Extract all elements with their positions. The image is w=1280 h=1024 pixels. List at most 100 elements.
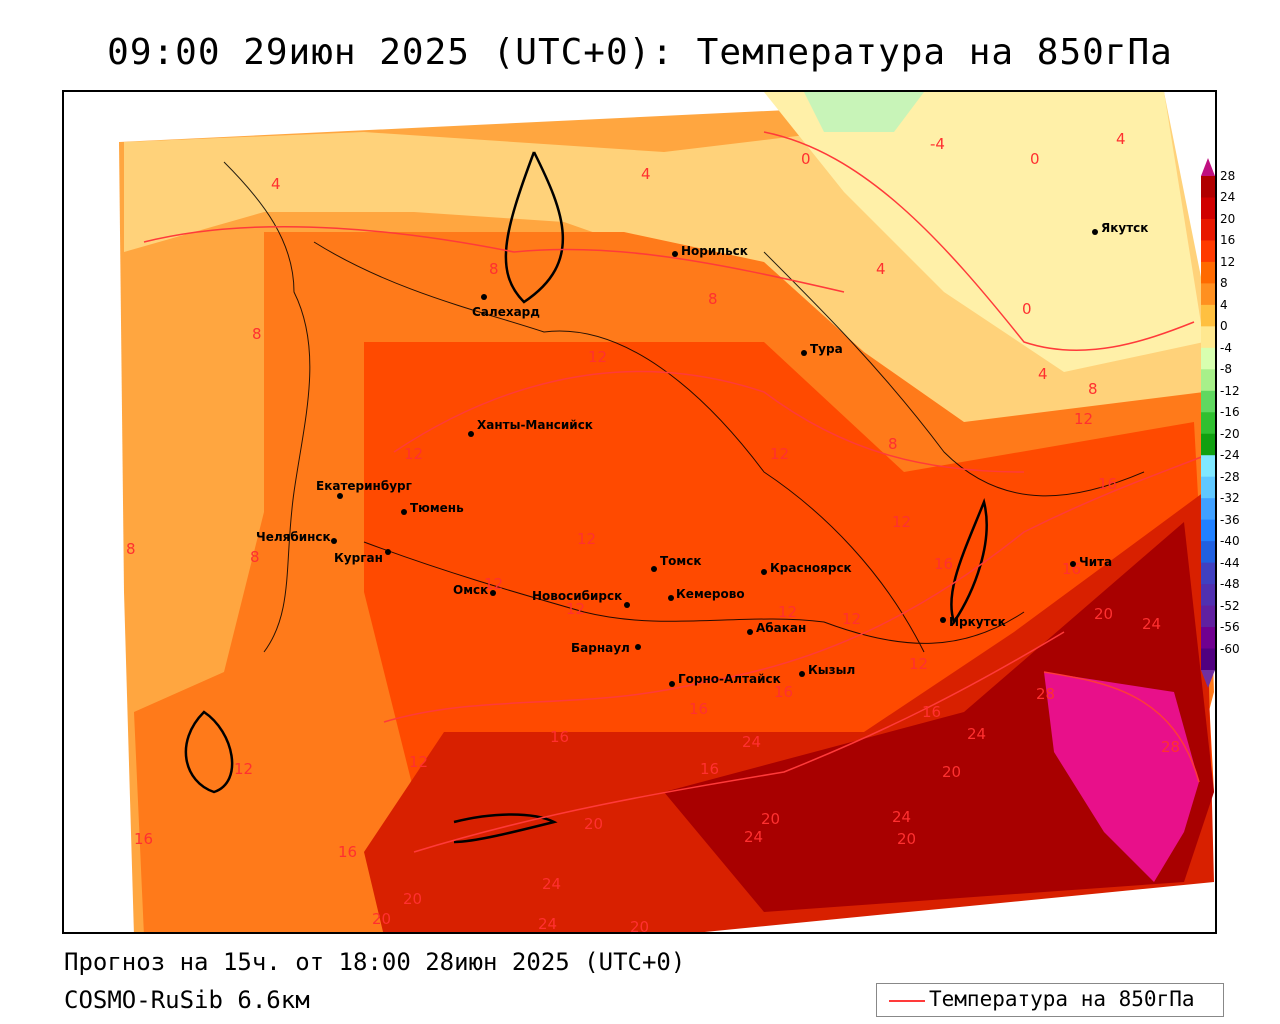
forecast-info: Прогноз на 15ч. от 18:00 28июн 2025 (UTC… — [64, 948, 686, 976]
city-dot — [801, 350, 807, 356]
city-dot — [490, 590, 496, 596]
colorbar-segment — [1201, 476, 1215, 499]
colorbar-tick-label: 0 — [1220, 319, 1228, 334]
colorbar-top-arrow — [1201, 158, 1215, 176]
city-label-norilsk: Норильск — [681, 244, 748, 258]
isotherm-label: 12 — [234, 760, 253, 778]
city-dot — [1070, 561, 1076, 567]
legend-label: Температура на 850гПа — [929, 987, 1195, 1011]
city-label-krasnoyarsk: Красноярск — [770, 561, 852, 575]
colorbar-tick-label: 4 — [1220, 297, 1228, 312]
colorbar-segment — [1201, 498, 1215, 521]
colorbar-segment — [1201, 541, 1215, 564]
city-label-omsk: Омск — [453, 583, 488, 597]
isotherm-label: 12 — [577, 530, 596, 548]
city-dot — [401, 509, 407, 515]
colorbar-tick-label: -8 — [1220, 362, 1232, 377]
city-label-novosibirsk: Новосибирск — [532, 589, 622, 603]
isotherm-label: 24 — [1142, 615, 1161, 633]
city-dot — [672, 251, 678, 257]
isotherm-label: 4 — [641, 165, 651, 183]
colorbar-segment — [1201, 283, 1215, 306]
isotherm-label: 0 — [801, 150, 811, 168]
isotherm-label: 8 — [252, 325, 262, 343]
isotherm-label: -4 — [930, 135, 945, 153]
city-dot — [651, 566, 657, 572]
isotherm-label: 16 — [550, 728, 569, 746]
colorbar-segment — [1201, 519, 1215, 542]
isotherm-label: 12 — [566, 600, 585, 618]
colorbar-tick-label: 24 — [1220, 190, 1236, 205]
isotherm-label: 12 — [770, 445, 789, 463]
city-label-gorno-altaysk: Горно-Алтайск — [678, 672, 781, 686]
colorbar-segment — [1201, 261, 1215, 284]
city-label-abakan: Абакан — [756, 621, 806, 635]
colorbar-segment — [1201, 648, 1215, 671]
legend: Температура на 850гПа — [876, 983, 1224, 1017]
isotherm-label: 20 — [1094, 605, 1113, 623]
isotherm-label: 8 — [708, 290, 718, 308]
city-label-kurgan: Курган — [334, 551, 383, 565]
city-label-tura: Тура — [810, 342, 843, 356]
city-label-chelyabinsk: Челябинск — [256, 530, 331, 544]
colorbar-segment — [1201, 197, 1215, 220]
colorbar-tick-label: 12 — [1220, 254, 1236, 269]
city-dot — [385, 549, 391, 555]
isotherm-label: 4 — [1038, 365, 1048, 383]
city-dot — [747, 629, 753, 635]
city-markers: Норильск Якутск Салехард Тура Ханты-Манс… — [256, 221, 1148, 687]
city-label-tomsk: Томск — [660, 554, 702, 568]
colorbar-bottom-arrow — [1201, 670, 1215, 688]
colorbar-tick-label: -16 — [1220, 405, 1240, 420]
model-name: COSMO-RuSib 6.6км — [64, 986, 310, 1014]
city-dot — [635, 644, 641, 650]
isotherm-label: 24 — [742, 733, 761, 751]
colorbar-tick-label: -20 — [1220, 426, 1240, 441]
isotherm-label: 24 — [744, 828, 763, 846]
colorbar-tick-label: -56 — [1220, 620, 1240, 635]
isotherm-label: 16 — [1098, 475, 1117, 493]
isotherm-label: 20 — [897, 830, 916, 848]
isotherm-label: 24 — [542, 875, 561, 893]
isotherm-label: 16 — [934, 555, 953, 573]
isotherm-label: 12 — [409, 753, 428, 771]
city-dot — [940, 617, 946, 623]
city-label-kemerovo: Кемерово — [676, 587, 745, 601]
map-area: 4 4 0 -4 0 4 4 0 4 8 8 8 8 8 8 8 12 12 1… — [62, 90, 1217, 934]
isotherm-label: 12 — [404, 445, 423, 463]
colorbar-svg — [1201, 158, 1215, 688]
colorbar-tick-label: 28 — [1220, 169, 1236, 183]
isotherm-label: 8 — [1088, 380, 1098, 398]
isotherm-label: 24 — [967, 725, 986, 743]
colorbar-tick-label: -36 — [1220, 512, 1240, 527]
isotherm-label: 16 — [700, 760, 719, 778]
temperature-map: 4 4 0 -4 0 4 4 0 4 8 8 8 8 8 8 8 12 12 1… — [119, 92, 1215, 933]
city-dot — [1092, 229, 1098, 235]
isotherm-label: 20 — [942, 763, 961, 781]
isotherm-label: 16 — [689, 700, 708, 718]
colorbar-tick-label: -48 — [1220, 577, 1240, 592]
colorbar-tick-label: -44 — [1220, 555, 1240, 570]
isotherm-label: 12 — [1074, 410, 1093, 428]
colorbar-tick-label: -28 — [1220, 469, 1240, 484]
isotherm-label: 24 — [538, 915, 557, 933]
isotherm-label: 8 — [126, 540, 136, 558]
isotherm-label: 12 — [484, 575, 503, 593]
city-dot — [668, 595, 674, 601]
colorbar-tick-label: 16 — [1220, 233, 1236, 248]
isotherm-label: 20 — [403, 890, 422, 908]
isotherm-labels: 4 4 0 -4 0 4 4 0 4 8 8 8 8 8 8 8 12 12 1… — [126, 130, 1180, 933]
isotherm-label: 8 — [888, 435, 898, 453]
colorbar-tick-label: -32 — [1220, 491, 1240, 506]
isotherm-label: 0 — [1030, 150, 1040, 168]
city-label-irkutsk: Иркутск — [949, 615, 1006, 629]
city-label-salekhard: Салехард — [472, 305, 540, 319]
colorbar-segment — [1201, 627, 1215, 650]
city-dot — [481, 294, 487, 300]
colorbar-segment — [1201, 562, 1215, 585]
colorbar-segment — [1201, 240, 1215, 263]
isotherm-label: 4 — [876, 260, 886, 278]
isotherm-label: 4 — [1116, 130, 1126, 148]
city-label-ekaterinburg: Екатеринбург — [316, 479, 412, 493]
colorbar-segment — [1201, 605, 1215, 628]
